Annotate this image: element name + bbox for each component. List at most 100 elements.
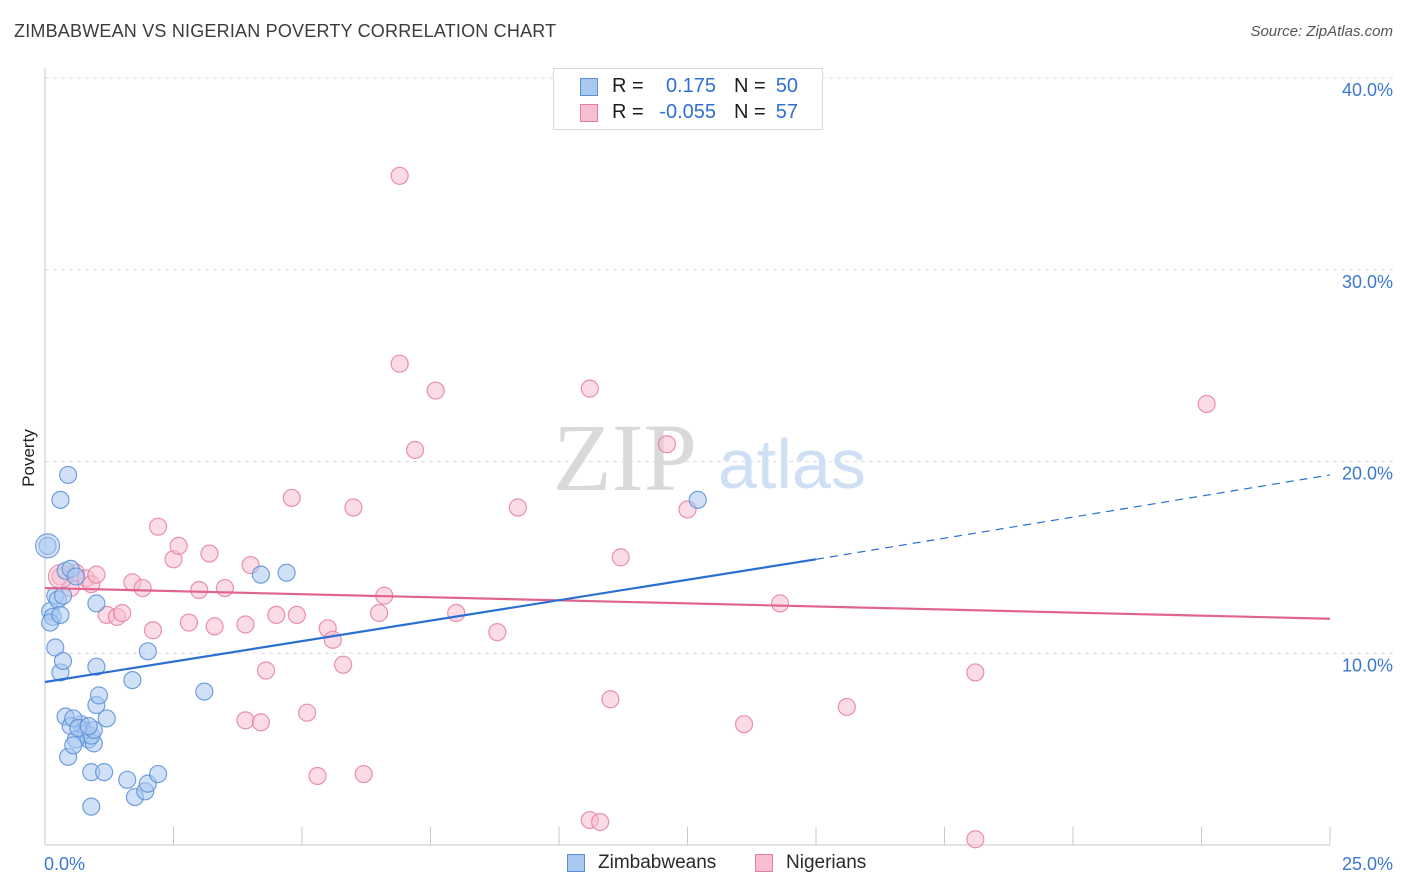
- zimbabwean-trend-line: [44, 558, 817, 684]
- stats-legend: R = 0.175 N = 50 R = -0.055 N = 57: [553, 68, 823, 130]
- nigerian-point: [405, 440, 425, 460]
- zimbabwean-point: [53, 651, 73, 671]
- zimbabwean-point: [59, 465, 78, 485]
- zimbabwean-point: [64, 736, 83, 755]
- legend-label: Zimbabweans: [598, 852, 717, 873]
- zimbabweans-swatch: [580, 78, 598, 96]
- nigerian-point: [190, 580, 209, 600]
- nigerian-point: [966, 830, 985, 849]
- nigerian-point: [308, 766, 327, 786]
- nigerian-point: [837, 697, 856, 717]
- nigerian-point: [770, 594, 790, 613]
- series-legend: Zimbabweans Nigerians: [0, 852, 1406, 878]
- stats-row-nigerians: R = -0.055 N = 57: [554, 101, 822, 127]
- nigerian-point: [426, 381, 445, 400]
- nigerian-point: [179, 613, 199, 632]
- nigerian-point: [215, 578, 234, 598]
- nigerian-trend-line: [44, 586, 1331, 620]
- r-value: -0.055: [659, 101, 716, 123]
- n-value: 57: [775, 101, 798, 123]
- zimbabwean-point: [51, 490, 70, 509]
- nigerian-point: [390, 354, 409, 373]
- source-label: Source: ZipAtlas.com: [1250, 23, 1393, 40]
- nigerian-point: [112, 603, 132, 623]
- y-tick-label: 20.0%: [1342, 464, 1393, 484]
- nigerian-point: [354, 764, 373, 784]
- y-tick-label: 30.0%: [1342, 272, 1393, 292]
- zimbabwean-point: [51, 605, 70, 625]
- nigerian-point: [734, 715, 754, 734]
- nigerians-legend-swatch: [755, 854, 773, 872]
- nigerian-point: [580, 379, 599, 398]
- zimbabwean-large-point: [34, 533, 61, 559]
- n-label: N =: [734, 101, 766, 123]
- nigerian-point: [591, 812, 610, 832]
- nigerian-point: [205, 617, 224, 636]
- nigerian-point: [251, 713, 270, 732]
- r-label: R =: [612, 75, 644, 97]
- nigerian-point: [298, 703, 317, 722]
- stats-row-zimbabweans: R = 0.175 N = 50: [554, 75, 822, 101]
- nigerian-point: [344, 498, 363, 517]
- nigerian-point: [282, 488, 301, 508]
- zimbabwean-point: [688, 490, 707, 509]
- legend-label: Nigerians: [786, 852, 867, 873]
- y-tick-label: 10.0%: [1342, 655, 1393, 675]
- watermark-atlas: atlas: [718, 425, 866, 503]
- n-label: N =: [734, 75, 766, 97]
- zimbabwean-point: [66, 567, 85, 586]
- nigerian-point: [370, 603, 389, 623]
- nigerian-point: [143, 621, 163, 640]
- nigerian-point: [1197, 394, 1216, 414]
- nigerian-point: [133, 578, 152, 598]
- watermark-zip: ZIP: [553, 404, 697, 511]
- zimbabwean-point: [46, 638, 65, 657]
- nigerian-point: [267, 605, 286, 625]
- y-axis-label: Poverty: [19, 429, 38, 487]
- nigerian-point: [966, 663, 985, 682]
- zimbabwean-point: [277, 563, 296, 582]
- zimbabwean-point: [138, 642, 157, 661]
- zimbabwean-point: [53, 586, 73, 605]
- zimbabwean-point: [82, 797, 101, 816]
- zimbabwean-point: [87, 594, 106, 613]
- zimbabwean-point: [118, 770, 137, 789]
- zimbabwean-point: [123, 670, 142, 690]
- x-tick-label: 25.0%: [1342, 854, 1393, 874]
- x-tick-label: 0.0%: [44, 854, 85, 874]
- nigerian-point: [657, 435, 677, 454]
- nigerian-point: [236, 711, 255, 730]
- zimbabwean-point: [148, 764, 168, 784]
- r-label: R =: [612, 101, 644, 123]
- nigerian-point: [601, 690, 620, 709]
- zimbabwean-point: [97, 709, 116, 728]
- nigerian-point: [256, 661, 276, 680]
- nigerian-point: [508, 498, 527, 517]
- zimbabweans-legend-swatch: [567, 854, 585, 872]
- zimbabwean-point: [79, 717, 98, 736]
- zimbabwean-point: [87, 657, 106, 676]
- zimbabwean-point: [95, 763, 114, 782]
- y-tick-label: 40.0%: [1342, 80, 1393, 100]
- r-value: 0.175: [665, 75, 716, 97]
- zimbabwean-point: [251, 565, 270, 584]
- nigerian-point: [287, 605, 306, 625]
- n-value: 50: [775, 75, 798, 97]
- nigerian-point: [169, 536, 188, 555]
- nigerian-point: [236, 615, 255, 634]
- nigerian-point: [447, 603, 466, 623]
- zimbabwean-point: [195, 682, 214, 701]
- axes: 10.0% 20.0% 30.0% 40.0% 0.0% 25.0%: [44, 68, 1393, 874]
- nigerian-point: [200, 544, 219, 563]
- trend-lines: [44, 474, 1331, 684]
- nigerian-point: [323, 630, 342, 649]
- nigerian-point: [148, 517, 168, 536]
- nigerians-swatch: [580, 104, 598, 122]
- zimbabwean-trend-extension: [815, 474, 1331, 560]
- nigerian-point: [611, 548, 630, 567]
- zimbabwean-point: [89, 686, 109, 705]
- nigerian-point: [488, 623, 507, 642]
- chart-title: ZIMBABWEAN VS NIGERIAN POVERTY CORRELATI…: [14, 21, 557, 41]
- nigerian-point: [87, 565, 106, 584]
